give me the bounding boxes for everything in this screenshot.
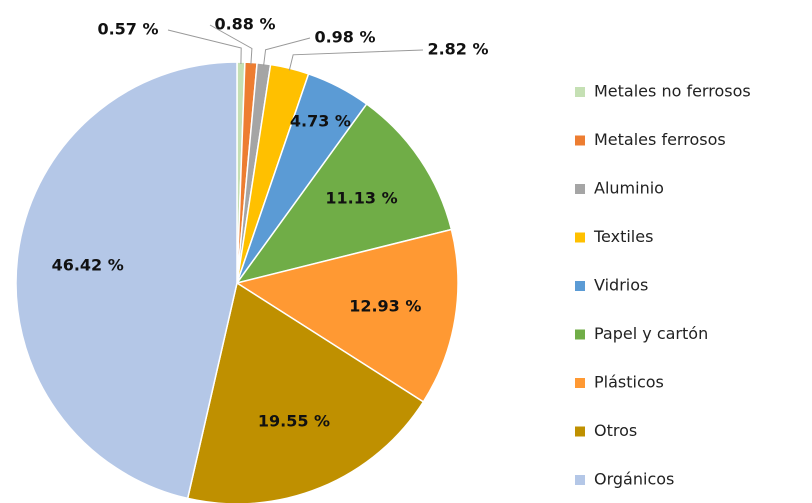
- legend-swatch: [575, 87, 585, 97]
- legend-swatch: [575, 329, 585, 340]
- data-label: 0.98 %: [314, 28, 375, 47]
- leader-line: [263, 37, 311, 66]
- legend-label: Papel y cartón: [594, 324, 708, 343]
- legend-label: Metales ferrosos: [594, 130, 726, 149]
- legend-label: Vidrios: [594, 276, 648, 295]
- data-label: 19.55 %: [258, 412, 330, 431]
- legend-label: Textiles: [593, 227, 653, 246]
- leader-line: [167, 29, 242, 65]
- pie-slice: [235, 102, 453, 285]
- data-label: 12.93 %: [349, 297, 421, 316]
- legend-label: Aluminio: [594, 179, 664, 198]
- legend-swatch: [575, 184, 585, 194]
- leader-line: [288, 49, 424, 71]
- legend-label: Otros: [594, 421, 637, 440]
- data-label: 4.73 %: [290, 112, 351, 131]
- data-label: 2.82 %: [427, 40, 488, 59]
- data-label: 0.88 %: [214, 15, 275, 34]
- legend-swatch: [575, 281, 585, 291]
- legend-label: Metales no ferrosos: [594, 82, 751, 101]
- legend-swatch: [575, 475, 585, 485]
- legend-swatch: [575, 426, 585, 437]
- data-label: 11.13 %: [325, 188, 397, 207]
- pie-slice: [235, 228, 459, 403]
- legend-swatch: [575, 135, 585, 146]
- data-label: 0.57 %: [97, 20, 158, 39]
- legend-swatch: [575, 378, 585, 388]
- legend-swatch: [575, 232, 585, 243]
- data-label: 46.42 %: [52, 256, 124, 275]
- legend-label: Orgánicos: [594, 470, 674, 489]
- leader-line: [209, 24, 253, 65]
- pie-slice: [15, 61, 238, 500]
- legend-label: Plásticos: [594, 373, 664, 392]
